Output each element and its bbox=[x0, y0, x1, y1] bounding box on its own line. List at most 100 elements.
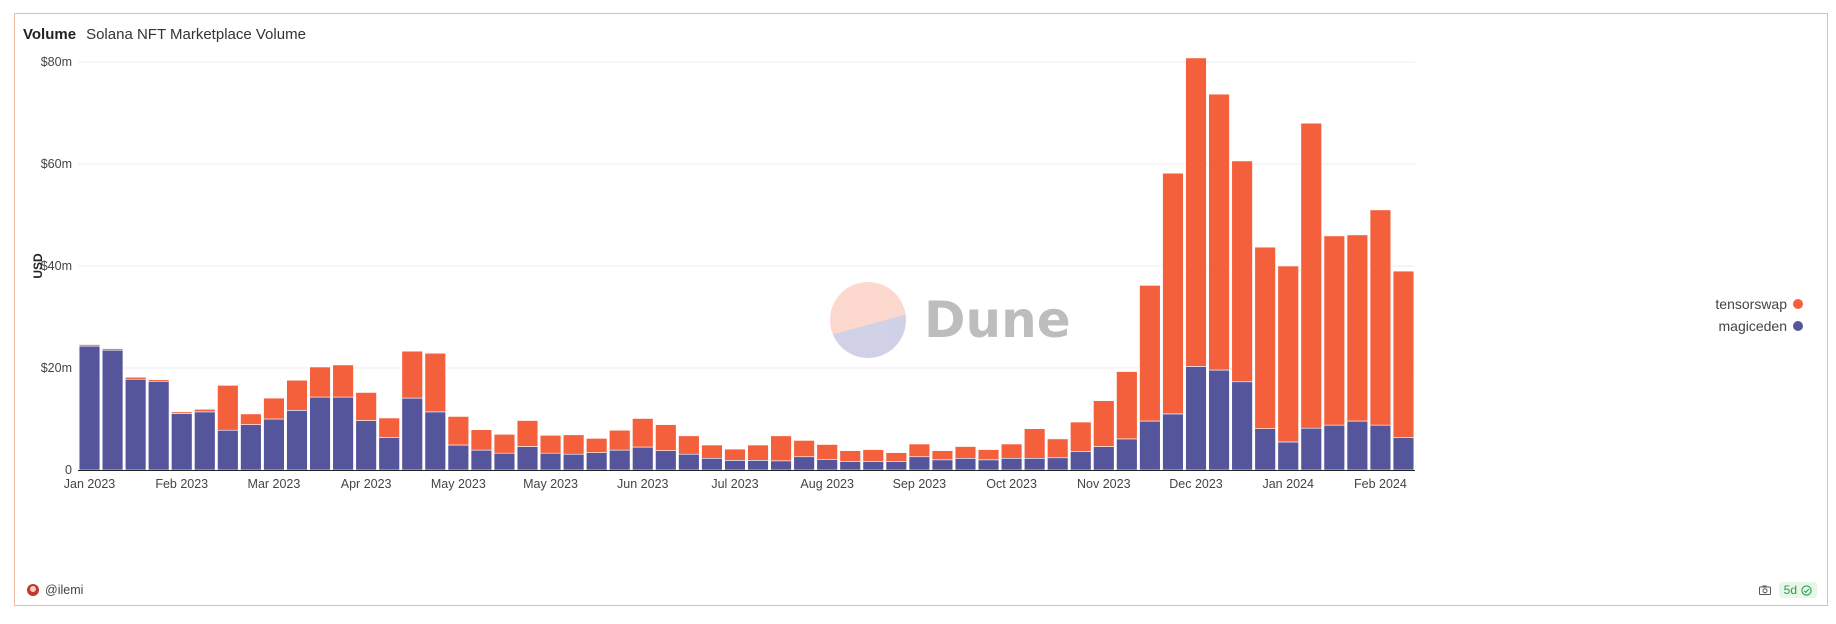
bar-magiceden bbox=[493, 452, 516, 471]
x-tick-label: Jul 2023 bbox=[711, 477, 758, 491]
bar-tensorswap bbox=[678, 435, 700, 455]
bar-magiceden bbox=[655, 450, 677, 471]
bar-magiceden bbox=[839, 461, 861, 471]
bar-tensorswap bbox=[424, 352, 446, 413]
bar-magiceden bbox=[148, 380, 170, 471]
legend-item-tensorswap[interactable]: tensorswap bbox=[1715, 293, 1803, 315]
bar-tensorswap bbox=[240, 413, 262, 425]
bar-magiceden bbox=[309, 396, 331, 471]
bar-tensorswap bbox=[286, 379, 308, 411]
author-credit[interactable]: @ilemi bbox=[27, 583, 83, 597]
x-tick-label: Feb 2023 bbox=[155, 477, 208, 491]
bar-magiceden bbox=[977, 459, 1000, 471]
bar-tensorswap bbox=[355, 392, 377, 421]
bar-magiceden bbox=[1392, 437, 1415, 471]
age-text: 5d bbox=[1783, 583, 1797, 597]
bar-magiceden bbox=[701, 457, 723, 471]
bar-magiceden bbox=[78, 345, 101, 471]
x-tick-label: Sep 2023 bbox=[893, 477, 947, 491]
bar-tensorswap bbox=[124, 376, 147, 380]
y-tick-label: $80m bbox=[41, 55, 72, 69]
bar-magiceden bbox=[1277, 441, 1299, 471]
chart-header: Volume Solana NFT Marketplace Volume bbox=[23, 24, 306, 44]
x-tick-label: Aug 2023 bbox=[800, 477, 854, 491]
bar-magiceden bbox=[747, 460, 769, 471]
check-circle-icon bbox=[1801, 584, 1812, 596]
bar-magiceden bbox=[447, 444, 470, 471]
bar-tensorswap bbox=[1392, 270, 1415, 438]
bar-magiceden bbox=[1093, 446, 1115, 471]
bar-magiceden bbox=[1369, 424, 1392, 471]
bar-magiceden bbox=[378, 437, 400, 471]
bar-magiceden bbox=[217, 429, 239, 471]
age-badge: 5d bbox=[1778, 582, 1817, 598]
bar-magiceden bbox=[1300, 427, 1322, 471]
x-tick-label: Jan 2023 bbox=[64, 477, 115, 491]
legend-label: tensorswap bbox=[1715, 296, 1787, 312]
y-tick-label: $40m bbox=[41, 259, 72, 273]
bar-tensorswap bbox=[493, 433, 516, 454]
bar-magiceden bbox=[1023, 457, 1046, 471]
bar-magiceden bbox=[1070, 451, 1092, 471]
chart-title: Solana NFT Marketplace Volume bbox=[86, 25, 306, 43]
bar-tensorswap bbox=[1000, 443, 1023, 459]
bar-tensorswap bbox=[632, 418, 654, 448]
x-tick-label: Nov 2023 bbox=[1077, 477, 1131, 491]
bar-tensorswap bbox=[1139, 285, 1161, 422]
bar-tensorswap bbox=[78, 344, 101, 347]
chart-legend: tensorswap magiceden bbox=[1715, 293, 1803, 337]
bar-tensorswap bbox=[101, 348, 124, 351]
x-tick-label: May 2023 bbox=[523, 477, 578, 491]
bar-magiceden bbox=[931, 459, 954, 471]
bar-tensorswap bbox=[885, 452, 908, 462]
bar-magiceden bbox=[632, 446, 654, 471]
bar-tensorswap bbox=[401, 350, 423, 399]
bar-tensorswap bbox=[1208, 93, 1230, 371]
bar-magiceden bbox=[240, 424, 262, 471]
legend-swatch bbox=[1793, 299, 1803, 309]
viz-type-label: Volume bbox=[23, 25, 77, 43]
x-tick-label: Apr 2023 bbox=[341, 477, 392, 491]
bar-magiceden bbox=[585, 452, 608, 471]
bar-magiceden bbox=[286, 410, 308, 471]
bar-tensorswap bbox=[908, 443, 931, 458]
bar-tensorswap bbox=[447, 416, 470, 446]
bar-magiceden bbox=[1323, 424, 1345, 471]
bar-tensorswap bbox=[1300, 122, 1322, 429]
camera-icon[interactable] bbox=[1758, 585, 1771, 595]
bar-tensorswap bbox=[148, 379, 170, 382]
x-tick-label: Mar 2023 bbox=[248, 477, 301, 491]
bar-tensorswap bbox=[839, 450, 861, 462]
bar-tensorswap bbox=[194, 409, 216, 413]
bar-tensorswap bbox=[1185, 57, 1207, 367]
bar-magiceden bbox=[1208, 369, 1230, 471]
bar-tensorswap bbox=[793, 440, 815, 458]
y-axis-label: USD bbox=[31, 253, 45, 279]
bar-magiceden bbox=[816, 458, 838, 471]
legend-item-magiceden[interactable]: magiceden bbox=[1715, 315, 1803, 337]
legend-label: magiceden bbox=[1718, 318, 1788, 334]
bar-magiceden bbox=[562, 453, 585, 471]
bar-magiceden bbox=[678, 453, 700, 471]
bar-tensorswap bbox=[1254, 246, 1276, 429]
bar-tensorswap bbox=[770, 435, 792, 462]
bar-tensorswap bbox=[609, 429, 631, 451]
bar-magiceden bbox=[724, 460, 746, 471]
bar-tensorswap bbox=[309, 366, 331, 398]
bar-magiceden bbox=[1000, 457, 1023, 471]
bar-tensorswap bbox=[1277, 265, 1299, 443]
bar-tensorswap bbox=[217, 385, 239, 431]
bar-tensorswap bbox=[977, 449, 1000, 461]
bar-magiceden bbox=[539, 452, 562, 471]
bar-tensorswap bbox=[562, 434, 585, 455]
x-tick-label: Feb 2024 bbox=[1354, 477, 1407, 491]
bar-magiceden bbox=[954, 457, 977, 471]
bar-tensorswap bbox=[862, 449, 884, 462]
bar-magiceden bbox=[1231, 381, 1253, 471]
bar-tensorswap bbox=[539, 435, 562, 454]
x-tick-label: May 2023 bbox=[431, 477, 486, 491]
bar-magiceden bbox=[609, 449, 631, 471]
bar-tensorswap bbox=[332, 364, 354, 398]
bar-tensorswap bbox=[1346, 234, 1369, 422]
bar-magiceden bbox=[263, 418, 285, 471]
